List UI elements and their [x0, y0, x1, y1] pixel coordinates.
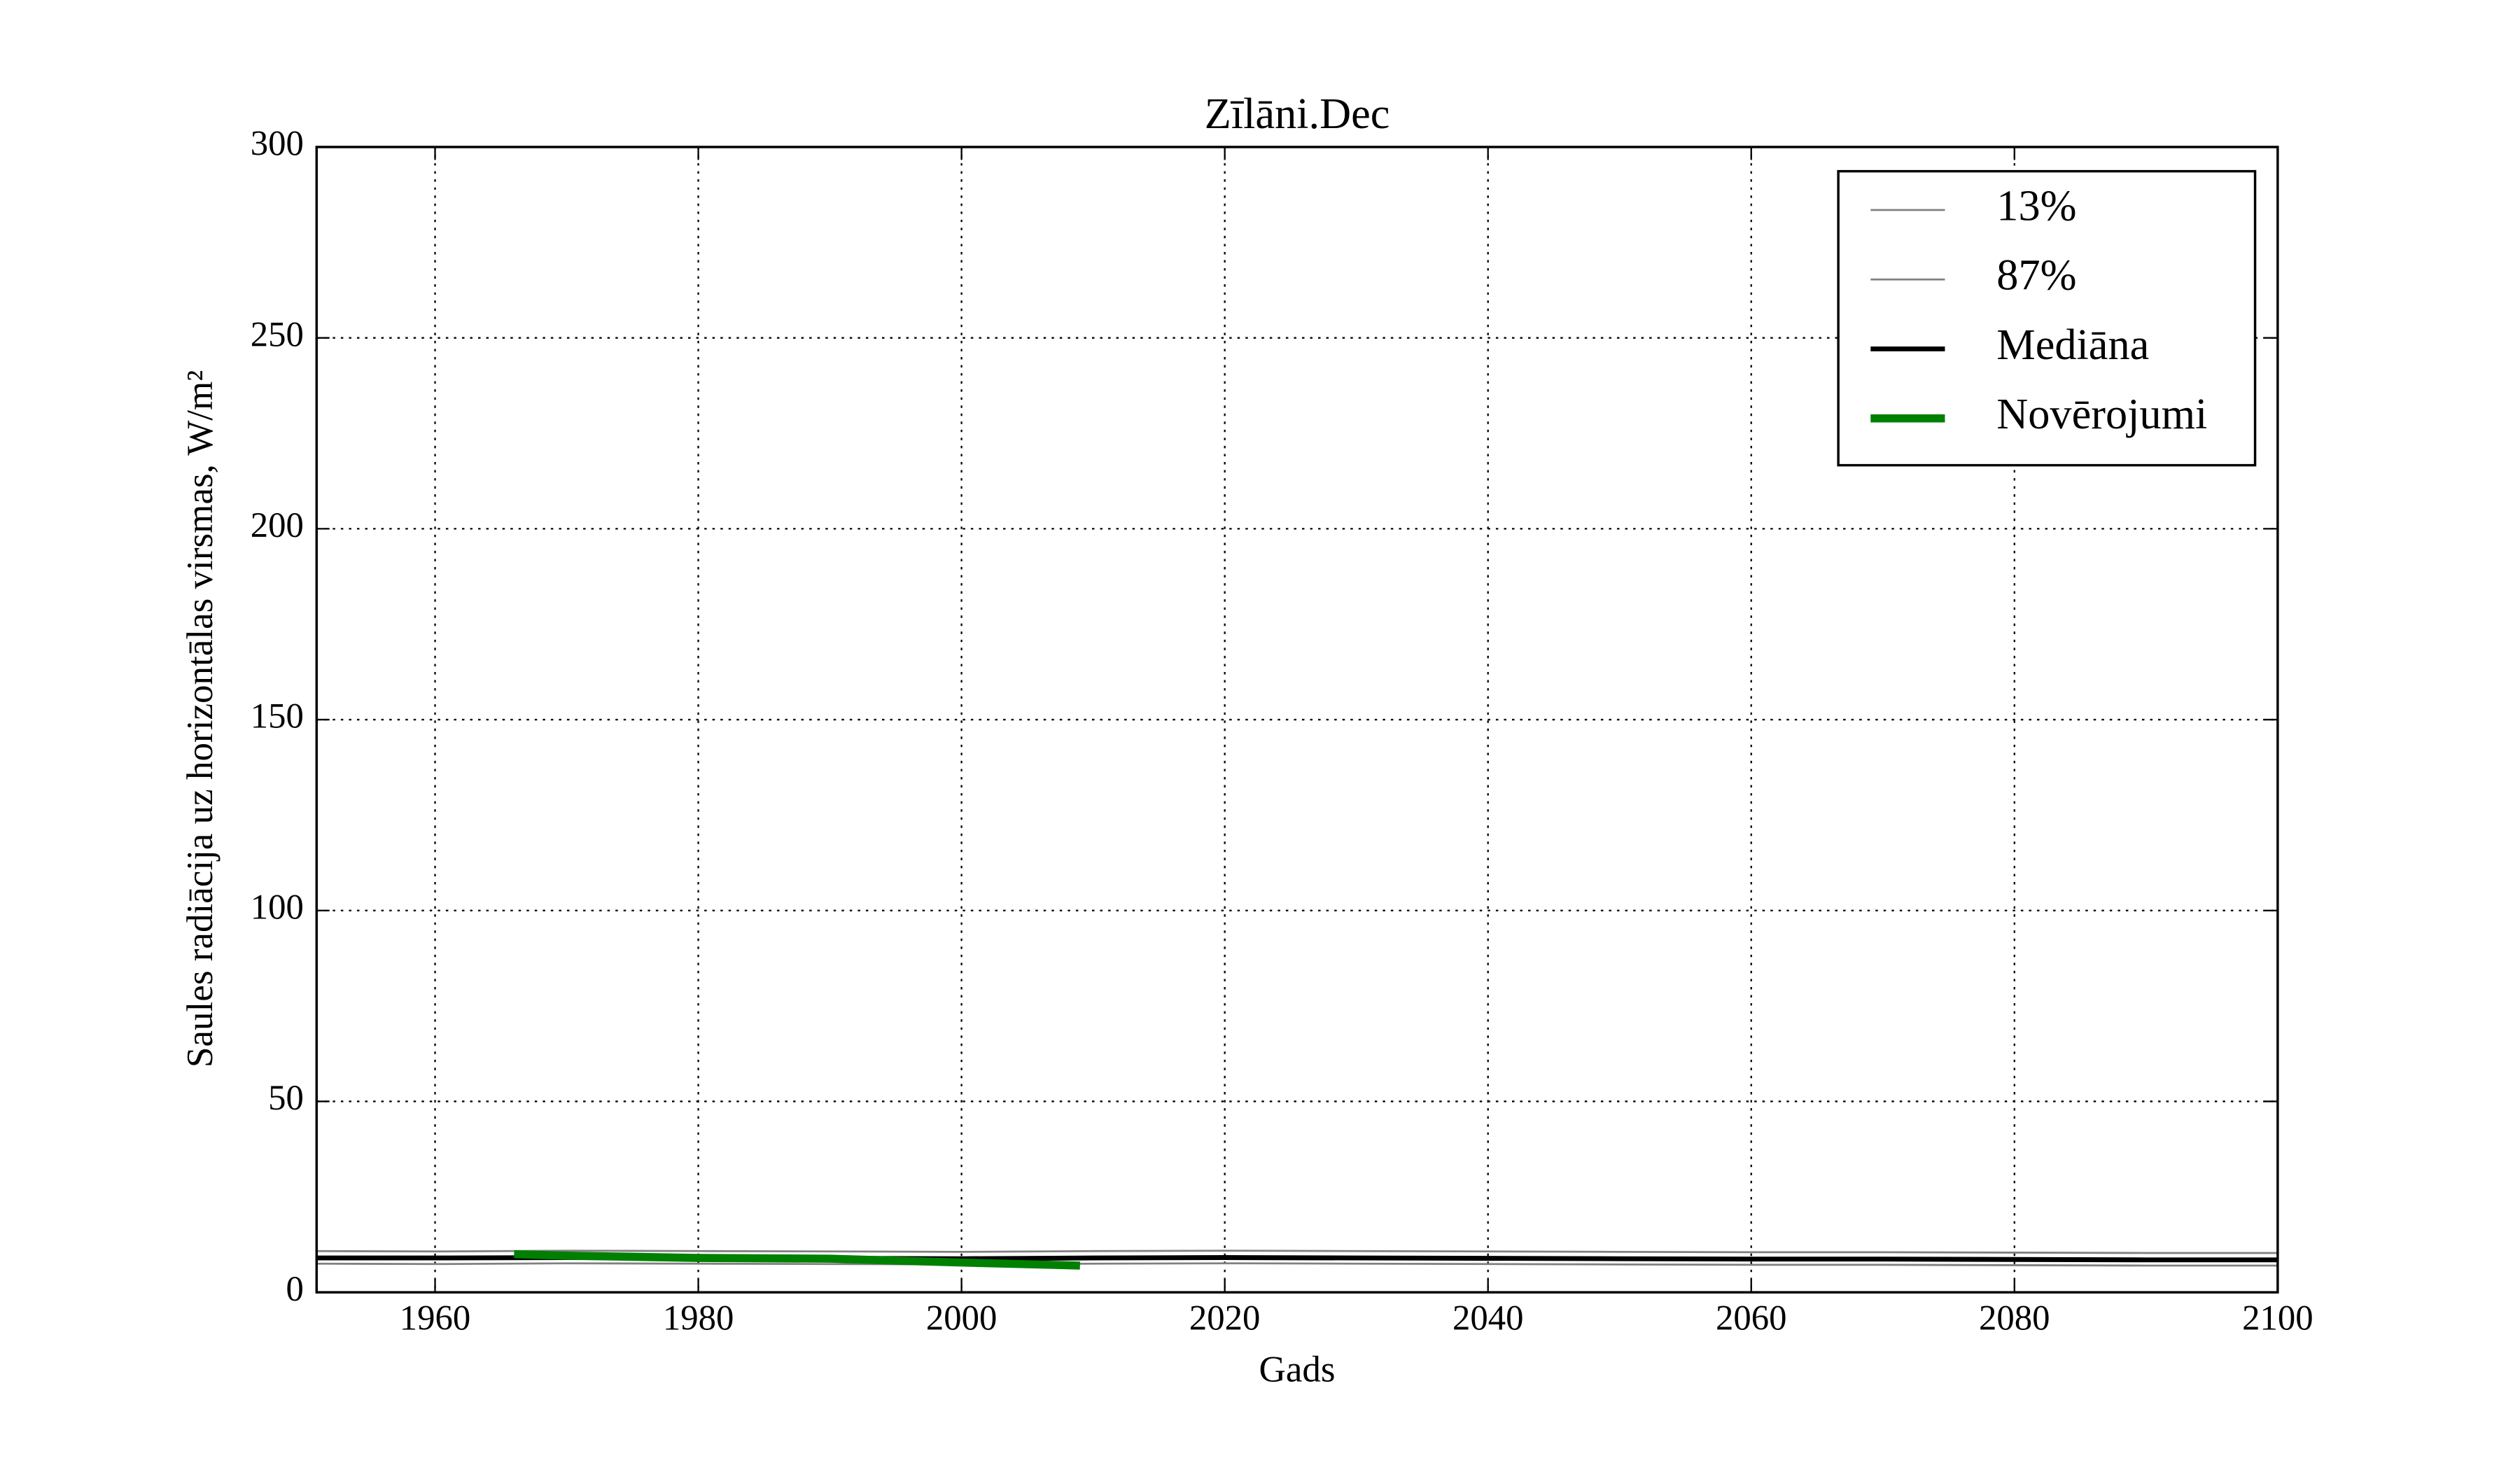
- x-tick-label: 2000: [926, 1298, 997, 1337]
- y-tick-label: 100: [251, 887, 304, 926]
- x-tick-label: 2020: [1189, 1298, 1261, 1337]
- y-tick-label: 250: [251, 314, 304, 354]
- y-tick-label: 150: [251, 696, 304, 736]
- x-tick-label: 2040: [1452, 1298, 1524, 1337]
- ticks: 1960 1980 2000 2020 2040 2060 2080 2100 0 50 100 15…: [251, 124, 2314, 1338]
- x-tick-label: 1960: [400, 1298, 471, 1337]
- x-tick-label: 2080: [1979, 1298, 2050, 1337]
- x-axis-label: Gads: [1259, 1350, 1336, 1390]
- x-tick-label: 1980: [663, 1298, 734, 1337]
- plot-lines: [316, 1250, 2278, 1270]
- y-tick-label: 200: [251, 505, 304, 545]
- legend: 13% 87% Mediāna Novērojumi: [1837, 169, 2257, 467]
- chart-title: Zīlāni.Dec: [1205, 90, 1390, 138]
- y-tick-label: 0: [286, 1269, 303, 1308]
- legend-label: 87%: [1996, 251, 2076, 300]
- legend-label: Mediāna: [1996, 321, 2149, 369]
- series-line: [316, 1250, 2278, 1254]
- y-axis-label: Saules radiācija uz horizontālas virsmas…: [180, 370, 220, 1068]
- series-line: [514, 1250, 1080, 1270]
- legend-label: 13%: [1996, 181, 2076, 230]
- legend-label: Novērojumi: [1996, 390, 2207, 438]
- x-tick-label: 2060: [1716, 1298, 1786, 1337]
- x-tick-label: 2100: [2242, 1298, 2313, 1337]
- y-tick-label: 50: [268, 1078, 304, 1117]
- series-line: [316, 1262, 2278, 1267]
- y-tick-label: 300: [251, 124, 304, 163]
